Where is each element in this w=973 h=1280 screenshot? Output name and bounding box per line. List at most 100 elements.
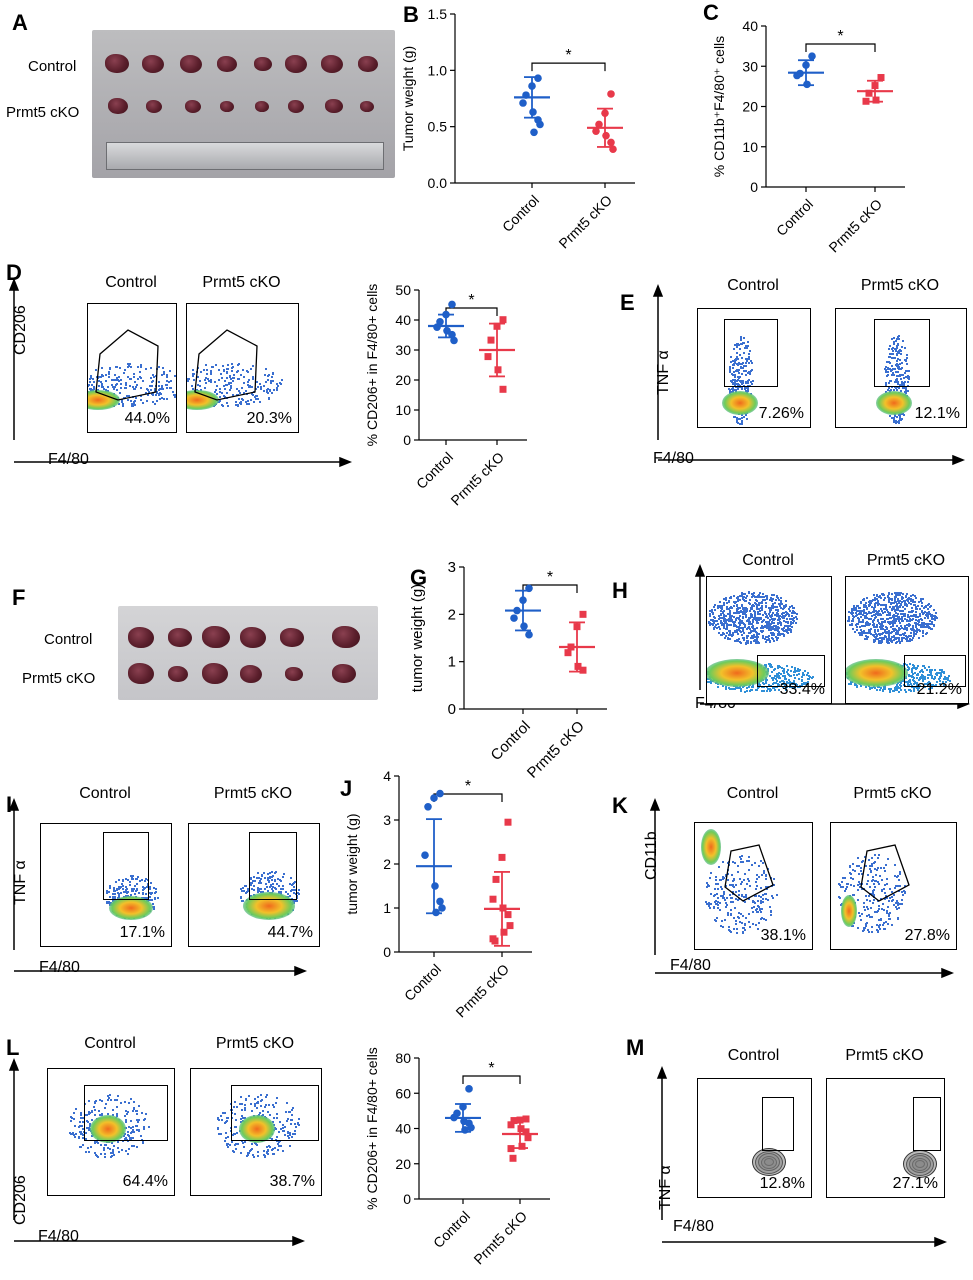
event-dot <box>745 373 748 376</box>
event-dot <box>888 606 891 609</box>
event-dot <box>273 389 276 392</box>
event-dot <box>220 392 223 395</box>
event-dot <box>878 610 881 613</box>
event-dot <box>118 1151 121 1154</box>
event-dot <box>735 687 738 690</box>
event-dot <box>897 613 900 616</box>
facs-plot: 7.26% <box>697 308 811 428</box>
event-dot <box>104 1143 107 1146</box>
event-dot <box>128 1148 131 1151</box>
event-dot <box>857 621 860 624</box>
event-dot <box>160 384 163 387</box>
tumor-photo-f <box>118 606 378 700</box>
event-dot <box>886 617 889 620</box>
event-dot <box>217 368 220 371</box>
event-dot <box>890 352 892 355</box>
event-dot <box>127 376 130 379</box>
event-dot <box>226 391 229 394</box>
event-dot <box>232 1150 235 1153</box>
event-dot <box>140 399 143 402</box>
event-dot <box>214 381 217 384</box>
event-dot <box>157 392 160 395</box>
event-dot <box>900 384 903 387</box>
event-dot <box>223 370 226 372</box>
event-dot <box>894 422 897 425</box>
event-dot <box>130 1144 133 1147</box>
event-dot <box>745 359 748 362</box>
event-dot <box>756 622 759 625</box>
event-dot <box>885 613 888 616</box>
event-dot <box>748 602 751 605</box>
event-dot <box>226 1145 229 1148</box>
event-dot <box>160 397 163 400</box>
event-dot <box>921 613 924 616</box>
facs-plot: 12.1% <box>835 308 967 428</box>
data-point <box>506 922 514 930</box>
facs-plot: 27.8% <box>830 822 957 950</box>
event-dot <box>898 638 901 641</box>
data-point <box>498 853 506 861</box>
y-tick-label: 3 <box>448 559 456 576</box>
x-tick-label: Prmt5 cKO <box>825 196 885 256</box>
event-dot <box>881 625 884 628</box>
event-dot <box>737 607 740 610</box>
event-dot <box>921 631 924 634</box>
data-point <box>430 794 438 802</box>
panel-label-j: J <box>340 776 352 801</box>
event-dot <box>116 376 119 379</box>
event-dot <box>151 385 154 388</box>
event-dot <box>224 384 227 387</box>
event-dot <box>777 632 780 635</box>
event-dot <box>746 689 749 692</box>
event-dot <box>870 601 873 604</box>
tumor-sample <box>325 99 343 114</box>
event-dot <box>932 608 935 611</box>
tumor-sample <box>168 666 188 682</box>
event-dot <box>120 399 123 402</box>
event-dot <box>896 609 899 612</box>
event-dot <box>759 610 762 613</box>
event-dot <box>709 609 711 612</box>
event-dot <box>749 370 752 373</box>
event-dot <box>740 366 743 369</box>
event-dot <box>73 1111 76 1114</box>
event-dot <box>251 1148 254 1151</box>
event-dot <box>892 353 895 356</box>
event-dot <box>759 613 762 616</box>
event-dot <box>737 617 740 620</box>
event-dot <box>888 348 891 351</box>
event-dot <box>744 614 747 617</box>
event-dot <box>168 387 171 390</box>
event-dot <box>894 621 897 624</box>
event-dot <box>168 381 171 384</box>
density-core <box>187 390 219 410</box>
data-point <box>534 74 542 83</box>
event-dot <box>734 343 737 346</box>
event-dot <box>895 379 898 382</box>
event-dot <box>896 351 899 354</box>
event-dot <box>209 371 212 374</box>
event-dot <box>264 380 267 383</box>
event-dot <box>191 387 194 390</box>
event-dot <box>256 381 259 384</box>
event-dot <box>765 605 768 608</box>
event-dot <box>775 605 778 608</box>
event-dot <box>732 382 735 385</box>
event-dot <box>899 375 902 378</box>
event-dot <box>898 599 901 602</box>
event-dot <box>891 357 894 360</box>
event-dot <box>98 376 101 379</box>
event-dot <box>898 418 901 421</box>
event-dot <box>747 619 750 622</box>
event-dot <box>765 690 768 693</box>
event-dot <box>906 390 909 393</box>
event-dot <box>745 357 748 360</box>
event-dot <box>276 1149 279 1152</box>
facs-plot: 44.7% <box>188 823 320 947</box>
event-dot <box>894 599 897 602</box>
event-dot <box>873 635 876 638</box>
tumor-sample <box>285 55 307 73</box>
event-dot <box>885 604 888 607</box>
panel-label-a: A <box>12 10 28 35</box>
event-dot <box>737 362 740 365</box>
